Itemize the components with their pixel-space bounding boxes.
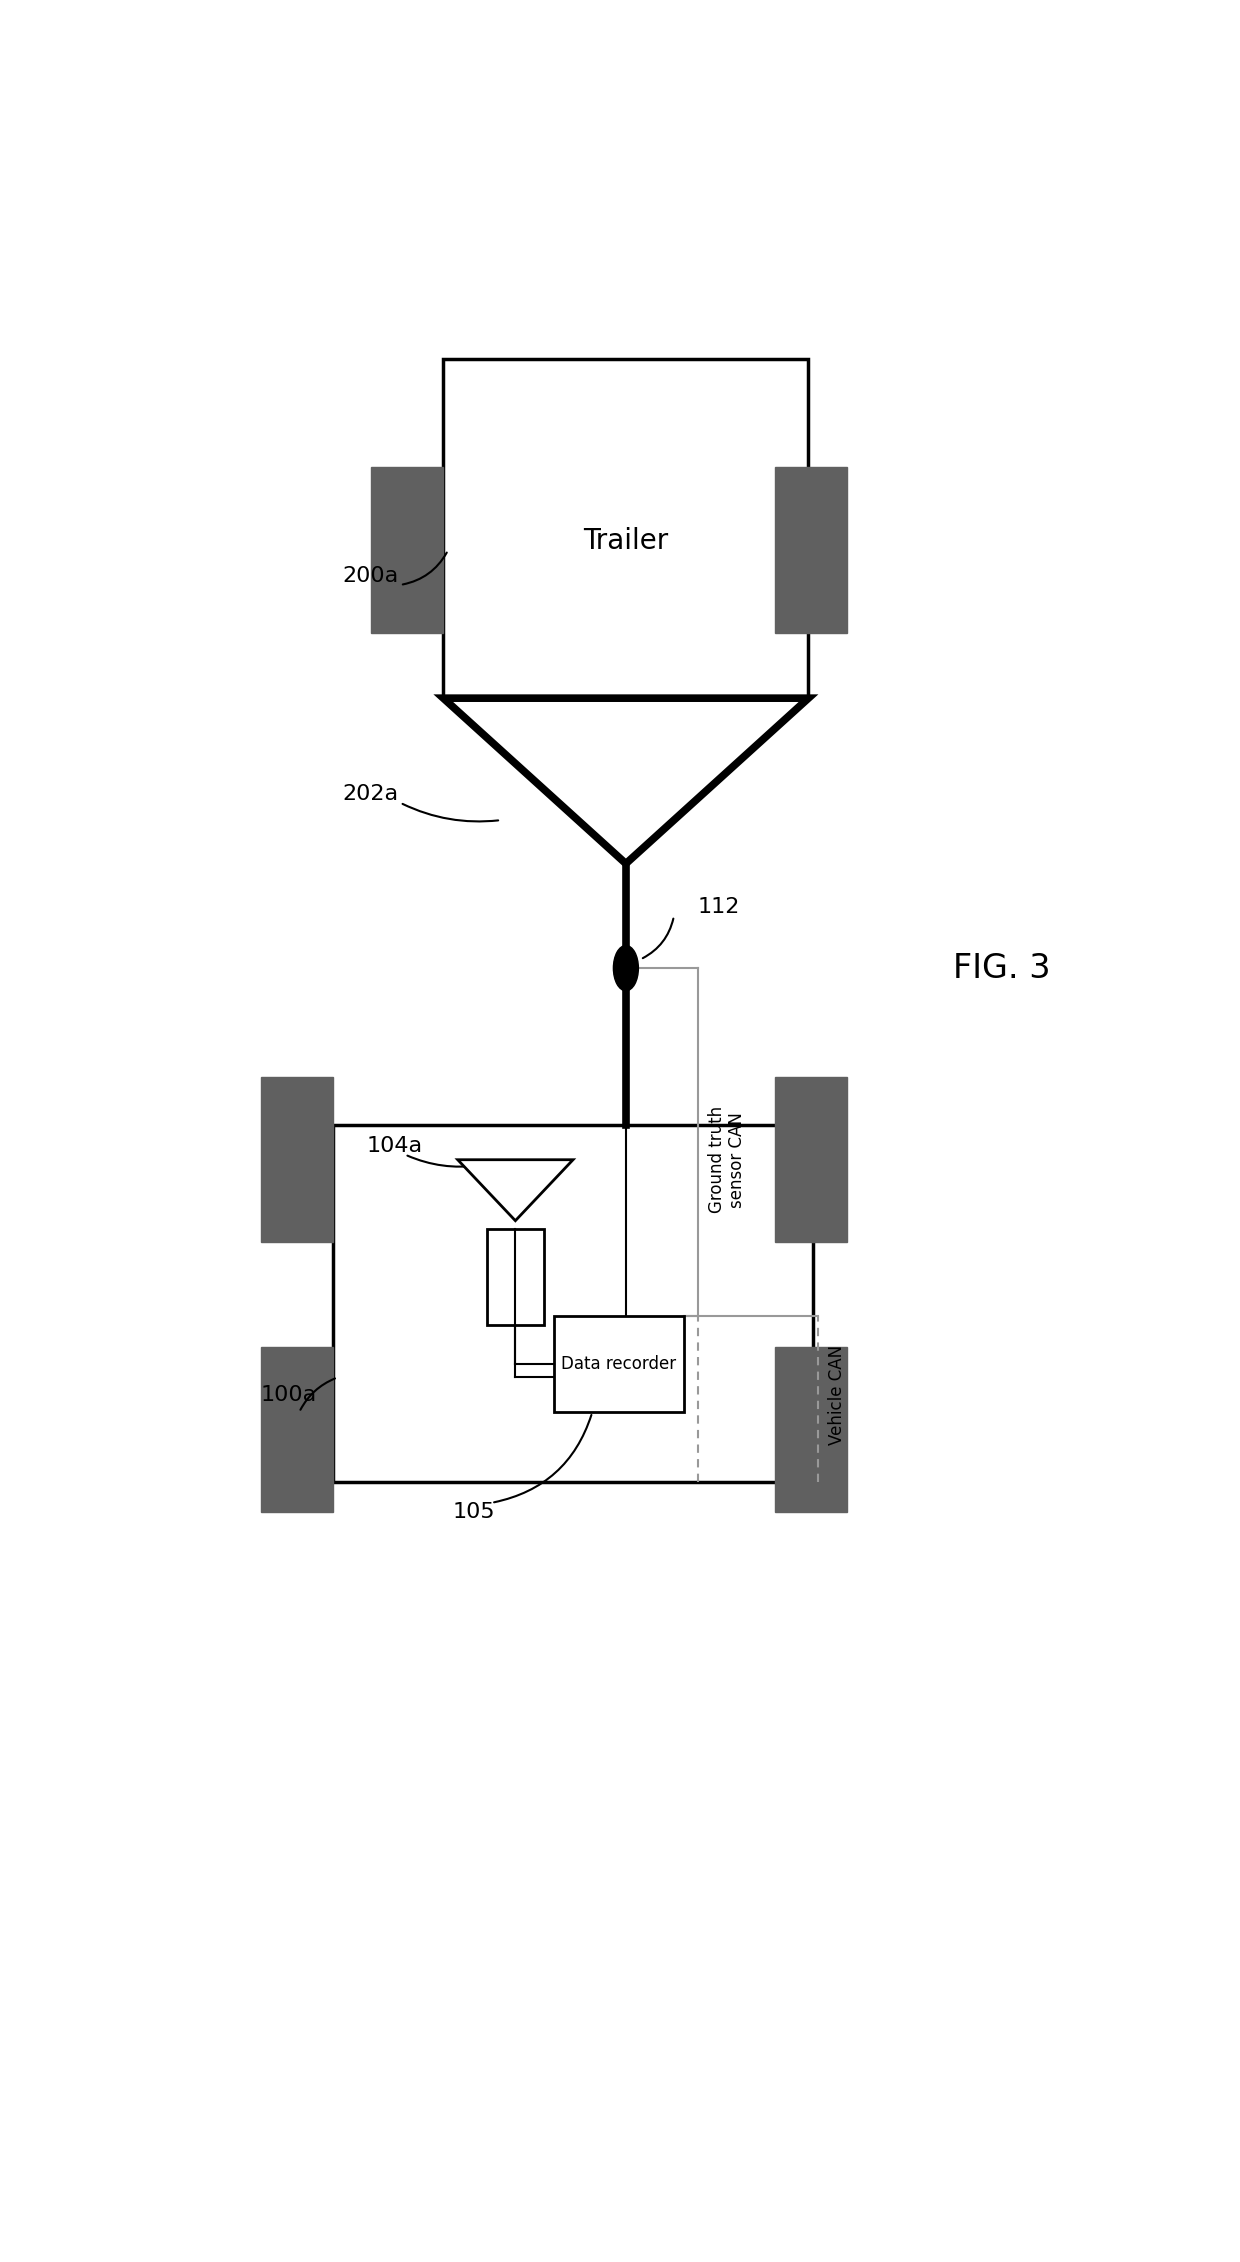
Polygon shape xyxy=(444,699,808,864)
Bar xyxy=(260,1077,332,1242)
Text: Vehicle CAN: Vehicle CAN xyxy=(828,1346,846,1445)
Bar xyxy=(554,1316,683,1411)
Text: Data recorder: Data recorder xyxy=(562,1355,676,1373)
Text: 100a: 100a xyxy=(260,1384,317,1405)
Text: 200a: 200a xyxy=(342,566,398,586)
Text: Trailer: Trailer xyxy=(583,527,668,556)
Text: FIG. 3: FIG. 3 xyxy=(952,952,1050,984)
Bar xyxy=(332,1124,813,1482)
Bar xyxy=(775,1346,847,1513)
Bar xyxy=(371,468,444,633)
Bar xyxy=(444,360,808,699)
Text: 112: 112 xyxy=(698,898,740,916)
Bar xyxy=(260,1346,332,1513)
Text: 202a: 202a xyxy=(342,785,398,803)
Bar xyxy=(486,1231,544,1326)
Text: 105: 105 xyxy=(453,1502,496,1522)
Bar xyxy=(775,1077,847,1242)
Text: Ground truth
sensor CAN: Ground truth sensor CAN xyxy=(708,1106,746,1212)
Polygon shape xyxy=(458,1160,573,1221)
Text: 104a: 104a xyxy=(367,1136,423,1156)
Bar xyxy=(775,468,847,633)
Circle shape xyxy=(614,946,639,991)
